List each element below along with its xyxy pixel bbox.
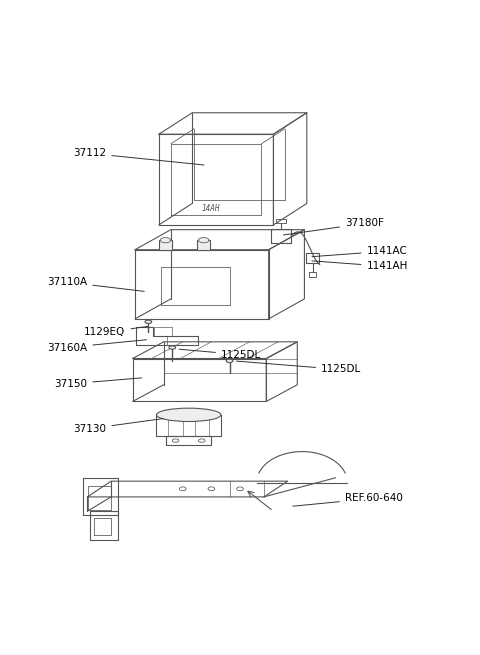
Ellipse shape — [172, 439, 179, 442]
Text: 37180F: 37180F — [283, 219, 384, 235]
Text: 14AH: 14AH — [201, 204, 220, 213]
Text: 1141AC: 1141AC — [312, 246, 408, 257]
Ellipse shape — [169, 346, 176, 349]
Ellipse shape — [237, 487, 243, 491]
Ellipse shape — [145, 320, 152, 324]
Text: 37160A: 37160A — [47, 340, 146, 352]
Text: 1125DL: 1125DL — [180, 349, 261, 360]
Bar — [197, 240, 210, 250]
Ellipse shape — [208, 487, 215, 491]
Ellipse shape — [199, 238, 209, 243]
Text: 37130: 37130 — [73, 419, 163, 434]
Text: 1125DL: 1125DL — [237, 361, 361, 375]
Ellipse shape — [180, 487, 186, 491]
Text: 37110A: 37110A — [47, 277, 144, 291]
Ellipse shape — [226, 359, 233, 363]
Ellipse shape — [160, 238, 171, 243]
Text: 1141AH: 1141AH — [312, 261, 408, 271]
Ellipse shape — [156, 408, 221, 422]
Text: REF.60-640: REF.60-640 — [293, 493, 403, 506]
Bar — [159, 240, 172, 250]
Text: 1129EQ: 1129EQ — [84, 326, 148, 337]
Text: 37112: 37112 — [73, 148, 204, 165]
Ellipse shape — [199, 439, 205, 442]
Text: 37150: 37150 — [54, 378, 142, 389]
